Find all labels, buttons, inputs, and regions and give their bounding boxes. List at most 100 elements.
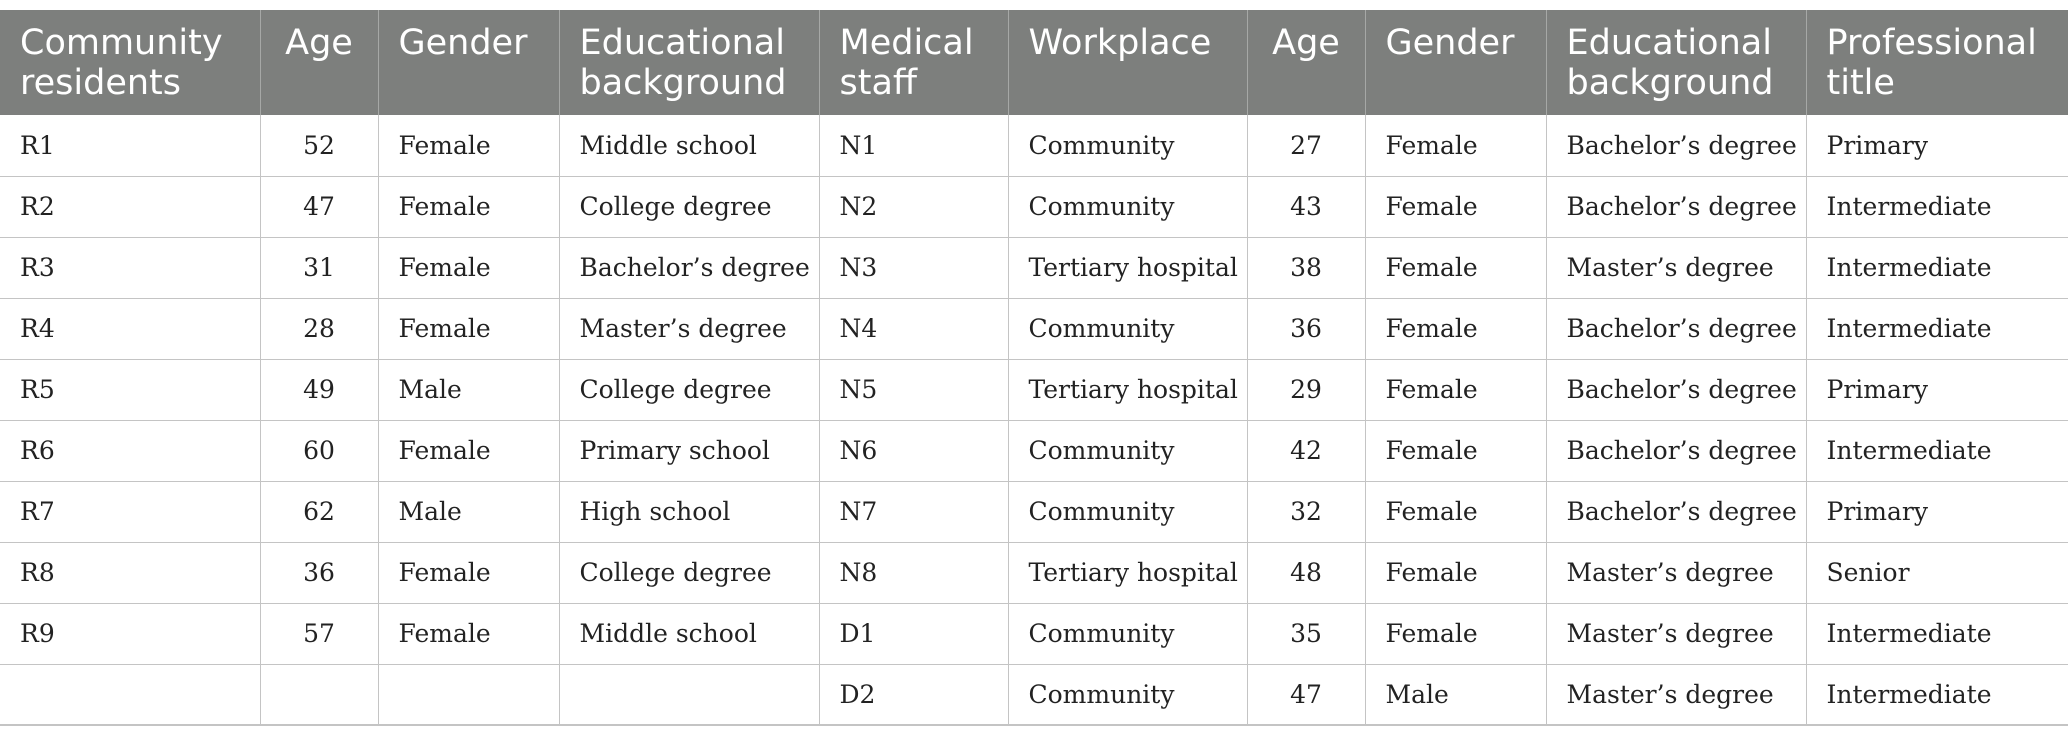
resident-education-cell: High school [558, 480, 820, 543]
staff-age-cell: 29 [1246, 358, 1366, 421]
header-resident-age: Age [259, 10, 379, 115]
header-staff-age: Age [1246, 10, 1366, 115]
resident-age-cell: 60 [259, 419, 379, 482]
workplace-cell: Community [1007, 663, 1248, 726]
participants-table: Community residents Age Gender Education… [0, 10, 2068, 726]
staff-age-cell: 35 [1246, 602, 1366, 665]
header-workplace: Workplace [1007, 10, 1248, 115]
professional-title-cell: Senior [1805, 541, 2068, 604]
staff-education-cell: Bachelor’s degree [1545, 297, 1807, 360]
staff-education-cell: Bachelor’s degree [1545, 480, 1807, 543]
resident-id-cell: R2 [0, 175, 261, 238]
staff-education-cell: Bachelor’s degree [1545, 115, 1807, 177]
resident-id-cell: R3 [0, 236, 261, 299]
table-row: R4 28 Female Master’s degree N4 Community 36 Fe… [0, 297, 2068, 360]
resident-age-cell: 57 [259, 602, 379, 665]
staff-id-cell: D1 [818, 602, 1009, 665]
resident-id-cell: R8 [0, 541, 261, 604]
resident-gender-cell: Male [377, 480, 560, 543]
staff-gender-cell: Female [1364, 541, 1547, 604]
table-row: R7 62 Male High school N7 Community 32 Female Ba… [0, 480, 2068, 543]
resident-education-cell [558, 663, 820, 726]
resident-id-cell: R9 [0, 602, 261, 665]
resident-gender-cell: Female [377, 541, 560, 604]
resident-gender-cell: Female [377, 297, 560, 360]
staff-gender-cell: Female [1364, 358, 1547, 421]
header-community-residents: Community residents [0, 10, 261, 115]
workplace-cell: Community [1007, 480, 1248, 543]
staff-id-cell: N8 [818, 541, 1009, 604]
resident-education-cell: Primary school [558, 419, 820, 482]
staff-education-cell: Bachelor’s degree [1545, 358, 1807, 421]
professional-title-cell: Primary [1805, 358, 2068, 421]
professional-title-cell: Intermediate [1805, 175, 2068, 238]
resident-gender-cell: Female [377, 602, 560, 665]
staff-id-cell: N3 [818, 236, 1009, 299]
resident-gender-cell: Female [377, 236, 560, 299]
header-resident-education: Educational background [558, 10, 820, 115]
resident-education-cell: Middle school [558, 115, 820, 177]
table-row: R2 47 Female College degree N2 Community 43 Fem… [0, 175, 2068, 238]
workplace-cell: Tertiary hospital [1007, 236, 1248, 299]
staff-age-cell: 36 [1246, 297, 1366, 360]
staff-gender-cell: Female [1364, 419, 1547, 482]
workplace-cell: Tertiary hospital [1007, 358, 1248, 421]
resident-id-cell: R4 [0, 297, 261, 360]
staff-age-cell: 47 [1246, 663, 1366, 726]
workplace-cell: Tertiary hospital [1007, 541, 1248, 604]
header-medical-staff: Medical staff [818, 10, 1009, 115]
professional-title-cell: Intermediate [1805, 663, 2068, 726]
participants-table-container: Community residents Age Gender Education… [0, 10, 2068, 726]
resident-education-cell: College degree [558, 175, 820, 238]
header-row: Community residents Age Gender Education… [0, 10, 2068, 115]
staff-gender-cell: Female [1364, 602, 1547, 665]
table-row: D2 Community 47 Male Master’s degree Intermed… [0, 663, 2068, 726]
workplace-cell: Community [1007, 602, 1248, 665]
staff-age-cell: 38 [1246, 236, 1366, 299]
staff-age-cell: 32 [1246, 480, 1366, 543]
staff-gender-cell: Female [1364, 480, 1547, 543]
staff-education-cell: Bachelor’s degree [1545, 419, 1807, 482]
staff-education-cell: Master’s degree [1545, 236, 1807, 299]
table-row: R5 49 Male College degree N5 Tertiary hospita… [0, 358, 2068, 421]
resident-age-cell: 36 [259, 541, 379, 604]
staff-gender-cell: Female [1364, 236, 1547, 299]
staff-id-cell: N6 [818, 419, 1009, 482]
staff-age-cell: 42 [1246, 419, 1366, 482]
header-professional-title: Professional title [1805, 10, 2068, 115]
workplace-cell: Community [1007, 297, 1248, 360]
header-resident-gender: Gender [377, 10, 560, 115]
resident-age-cell: 31 [259, 236, 379, 299]
table-body: R1 52 Female Middle school N1 Community 27 Fema… [0, 115, 2068, 726]
staff-gender-cell: Female [1364, 115, 1547, 177]
workplace-cell: Community [1007, 419, 1248, 482]
staff-id-cell: N1 [818, 115, 1009, 177]
staff-education-cell: Master’s degree [1545, 541, 1807, 604]
table-row: R6 60 Female Primary school N6 Community 42 Fem… [0, 419, 2068, 482]
resident-age-cell: 47 [259, 175, 379, 238]
workplace-cell: Community [1007, 175, 1248, 238]
professional-title-cell: Primary [1805, 480, 2068, 543]
staff-age-cell: 27 [1246, 115, 1366, 177]
header-staff-education: Educational background [1545, 10, 1807, 115]
professional-title-cell: Intermediate [1805, 297, 2068, 360]
resident-gender-cell: Female [377, 419, 560, 482]
resident-education-cell: Master’s degree [558, 297, 820, 360]
resident-gender-cell: Female [377, 175, 560, 238]
staff-id-cell: N5 [818, 358, 1009, 421]
resident-id-cell: R1 [0, 115, 261, 177]
resident-age-cell: 28 [259, 297, 379, 360]
workplace-cell: Community [1007, 115, 1248, 177]
resident-id-cell: R7 [0, 480, 261, 543]
staff-gender-cell: Female [1364, 175, 1547, 238]
header-staff-gender: Gender [1364, 10, 1547, 115]
staff-age-cell: 48 [1246, 541, 1366, 604]
resident-age-cell: 52 [259, 115, 379, 177]
professional-title-cell: Intermediate [1805, 419, 2068, 482]
resident-gender-cell: Male [377, 358, 560, 421]
staff-gender-cell: Female [1364, 297, 1547, 360]
professional-title-cell: Intermediate [1805, 236, 2068, 299]
resident-id-cell: R6 [0, 419, 261, 482]
staff-id-cell: N4 [818, 297, 1009, 360]
staff-gender-cell: Male [1364, 663, 1547, 726]
